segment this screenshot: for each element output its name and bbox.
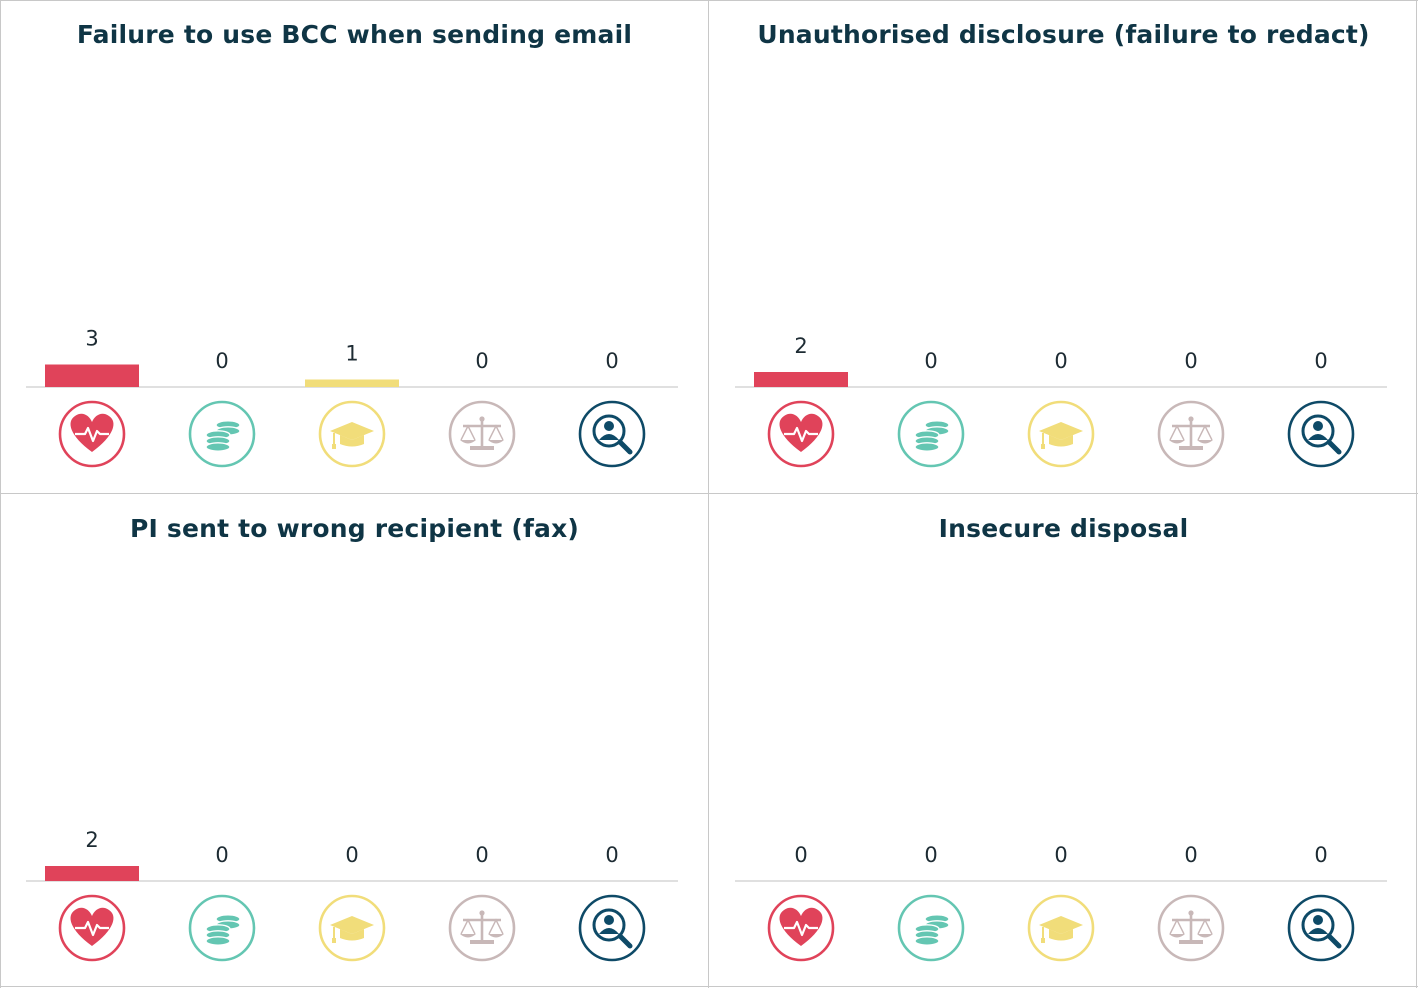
outer-border-right xyxy=(1416,0,1417,988)
outer-border-bottom xyxy=(0,986,1418,987)
chart-title: Failure to use BCC when sending email xyxy=(76,20,633,49)
coins-icon xyxy=(188,894,256,962)
panel-insecure-disposal: Insecure disposal 0 0 0 0 0 xyxy=(709,494,1418,988)
bar-education xyxy=(305,379,399,387)
data-label-finance: 0 xyxy=(924,843,937,867)
data-label-education: 0 xyxy=(1054,843,1067,867)
data-label-health: 0 xyxy=(794,843,807,867)
graduation-cap-icon xyxy=(318,400,386,468)
coins-icon xyxy=(897,400,965,468)
person-search-icon xyxy=(1287,894,1355,962)
data-label-education: 0 xyxy=(345,843,358,867)
chart-title: PI sent to wrong recipient (fax) xyxy=(129,514,580,543)
heart-pulse-icon xyxy=(58,400,126,468)
scales-icon xyxy=(1157,400,1225,468)
data-label-legal: 0 xyxy=(475,843,488,867)
data-label-health: 3 xyxy=(85,327,98,351)
heart-pulse-icon xyxy=(767,894,835,962)
data-label-recruitment: 0 xyxy=(1314,349,1327,373)
data-label-recruitment: 0 xyxy=(605,843,618,867)
heart-pulse-icon xyxy=(58,894,126,962)
data-label-legal: 0 xyxy=(475,349,488,373)
bar-health xyxy=(754,372,848,387)
coins-icon xyxy=(188,400,256,468)
coins-icon xyxy=(897,894,965,962)
data-label-education: 0 xyxy=(1054,349,1067,373)
bar-chart: 0 0 0 0 0 xyxy=(735,843,1387,962)
person-search-icon xyxy=(578,894,646,962)
person-search-icon xyxy=(1287,400,1355,468)
graduation-cap-icon xyxy=(1027,400,1095,468)
chart-title: Unauthorised disclosure (failure to reda… xyxy=(757,20,1370,49)
panel-failure-to-use-bcc: Failure to use BCC when sending email 3 0… xyxy=(0,0,709,494)
outer-border-top xyxy=(0,0,1418,1)
heart-pulse-icon xyxy=(767,400,835,468)
data-label-recruitment: 0 xyxy=(605,349,618,373)
scales-icon xyxy=(448,894,516,962)
data-label-finance: 0 xyxy=(215,843,228,867)
bar-health xyxy=(45,866,139,881)
graduation-cap-icon xyxy=(318,894,386,962)
horizontal-divider xyxy=(0,493,1418,494)
panel-pi-sent-to-wrong-recipient: PI sent to wrong recipient (fax) 2 0 0 0 0 xyxy=(0,494,709,988)
outer-border-left xyxy=(0,0,1,988)
data-label-health: 2 xyxy=(85,828,98,852)
chart-title: Insecure disposal xyxy=(938,514,1189,543)
data-label-legal: 0 xyxy=(1184,349,1197,373)
person-search-icon xyxy=(578,400,646,468)
data-label-finance: 0 xyxy=(924,349,937,373)
bar-chart: 2 0 0 0 0 xyxy=(735,334,1387,468)
scales-icon xyxy=(448,400,516,468)
data-label-education: 1 xyxy=(345,342,358,366)
vertical-divider xyxy=(708,0,709,988)
graduation-cap-icon xyxy=(1027,894,1095,962)
data-label-legal: 0 xyxy=(1184,843,1197,867)
bar-chart: 3 0 1 0 0 xyxy=(26,327,678,468)
data-label-health: 2 xyxy=(794,334,807,358)
bar-health xyxy=(45,364,139,387)
bar-chart: 2 0 0 0 0 xyxy=(26,828,678,962)
data-label-recruitment: 0 xyxy=(1314,843,1327,867)
scales-icon xyxy=(1157,894,1225,962)
data-label-finance: 0 xyxy=(215,349,228,373)
panel-unauthorised-disclosure: Unauthorised disclosure (failure to reda… xyxy=(709,0,1418,494)
